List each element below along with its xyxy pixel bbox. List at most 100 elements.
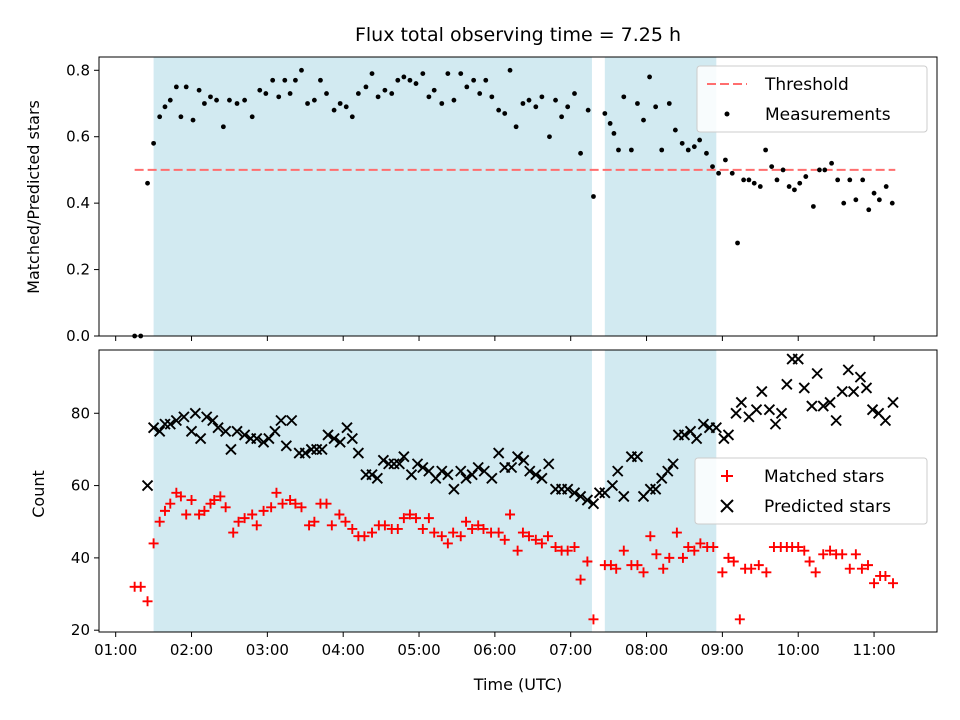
measurements-point bbox=[305, 101, 310, 106]
matched-stars-point bbox=[154, 516, 165, 527]
predicted-stars-point bbox=[147, 422, 160, 434]
predicted-stars-point bbox=[411, 458, 424, 470]
predicted-stars-point bbox=[275, 414, 287, 427]
measurements-point bbox=[860, 177, 866, 183]
xtick-label: 09:00 bbox=[701, 641, 744, 659]
matched-stars-point bbox=[611, 563, 622, 574]
measurements-point bbox=[659, 147, 665, 153]
measurements-point bbox=[382, 87, 388, 93]
measurements-point bbox=[276, 94, 282, 100]
predicted-stars-point bbox=[257, 436, 270, 448]
predicted-stars-point bbox=[417, 461, 429, 474]
measurements-point bbox=[647, 74, 652, 80]
measurements-point bbox=[489, 94, 495, 100]
predicted-stars-point bbox=[219, 425, 232, 438]
predicted-stars-point bbox=[194, 432, 207, 445]
predicted-stars-point bbox=[756, 385, 768, 398]
predicted-stars-point bbox=[618, 490, 630, 503]
predicted-stars-point bbox=[492, 447, 505, 459]
matched-stars-point bbox=[404, 509, 415, 520]
measurements-point bbox=[282, 77, 288, 83]
predicted-stars-point bbox=[285, 414, 298, 427]
ratio-ytick-label: 0.6 bbox=[66, 128, 90, 146]
measurements-point bbox=[445, 71, 451, 77]
matched-stars-point bbox=[448, 527, 459, 538]
counts-ytick-label: 20 bbox=[71, 621, 90, 639]
predicted-stars-point bbox=[505, 461, 518, 474]
ratio-observing-interval-1 bbox=[153, 57, 592, 336]
counts-legend: Matched stars Predicted stars bbox=[694, 457, 928, 525]
matched-stars-point bbox=[309, 516, 320, 527]
measurements-point bbox=[810, 204, 816, 209]
matched-stars-point bbox=[536, 538, 547, 549]
matched-stars-point bbox=[728, 556, 739, 567]
matched-stars-point bbox=[247, 509, 258, 520]
predicted-stars-point bbox=[405, 469, 418, 481]
measurements-point bbox=[666, 101, 672, 106]
measurements-point bbox=[173, 84, 179, 90]
matched-stars-point bbox=[277, 498, 288, 509]
predicted-stars-point bbox=[170, 414, 183, 427]
matched-stars-point bbox=[392, 523, 403, 534]
counts-observing-interval-1 bbox=[153, 350, 592, 632]
matched-stars-point bbox=[379, 520, 390, 531]
predicted-stars-point bbox=[631, 450, 644, 463]
measurements-point bbox=[780, 167, 786, 173]
measurements-point bbox=[208, 94, 213, 100]
measurements-point bbox=[533, 104, 539, 110]
measurements-point bbox=[331, 107, 337, 113]
matched-stars-point bbox=[410, 513, 421, 524]
predicted-stars-point bbox=[798, 382, 810, 394]
measurements-point bbox=[234, 101, 240, 106]
matched-stars-point bbox=[423, 513, 434, 524]
measurements-point bbox=[786, 184, 792, 189]
matched-stars-point bbox=[850, 549, 861, 560]
measurements-point bbox=[477, 91, 483, 96]
matched-stars-point bbox=[258, 505, 269, 516]
ratio-ytick-label: 0.8 bbox=[66, 61, 90, 79]
measurements-point bbox=[496, 107, 502, 113]
predicted-stars-point bbox=[366, 469, 378, 481]
measurements-point bbox=[287, 91, 293, 96]
measurements-point bbox=[190, 117, 196, 123]
ratio-legend: Threshold Measurements bbox=[696, 65, 928, 133]
measurements-point bbox=[413, 81, 419, 86]
matched-stars-point bbox=[869, 578, 880, 589]
predicted-stars-point bbox=[164, 418, 176, 430]
measurements-point bbox=[797, 180, 803, 186]
matched-stars-point bbox=[159, 505, 170, 516]
measurements-point bbox=[578, 150, 583, 156]
measurements-point bbox=[464, 84, 470, 90]
predicted-stars-point bbox=[141, 479, 154, 492]
measurements-point bbox=[697, 137, 703, 143]
measurements-point bbox=[704, 150, 709, 156]
matched-stars-point bbox=[542, 531, 553, 542]
matched-stars-point bbox=[347, 523, 358, 534]
measurements-point bbox=[343, 104, 349, 110]
matched-stars-point bbox=[793, 542, 804, 553]
predicted-stars-point bbox=[305, 443, 318, 456]
predicted-stars-point bbox=[352, 447, 365, 459]
chart-title: Flux total observing time = 7.25 h bbox=[355, 24, 681, 46]
predicted-stars-point bbox=[678, 429, 691, 441]
xtick-label: 07:00 bbox=[549, 641, 592, 659]
predicted-stars-point bbox=[201, 411, 213, 423]
matched-stars-point bbox=[417, 523, 428, 534]
measurements-point bbox=[653, 104, 659, 110]
matched-stars-point bbox=[266, 502, 277, 513]
measurements-point bbox=[803, 174, 809, 179]
predicted-stars-point bbox=[455, 465, 467, 477]
measurements-point bbox=[157, 114, 163, 120]
matched-stars-point bbox=[856, 563, 867, 574]
measurements-point bbox=[458, 71, 464, 77]
predicted-stars-point bbox=[269, 425, 281, 438]
matched-stars-point bbox=[723, 552, 734, 563]
measurements-point bbox=[426, 94, 432, 100]
matched-stars-point bbox=[326, 520, 337, 531]
measurements-point bbox=[672, 127, 678, 133]
matched-stars-point bbox=[512, 545, 523, 556]
predicted-stars-point bbox=[536, 472, 548, 485]
counts-panel: 20 40 60 80 01:00 02:00 03:00 04:00 05:00 06:00 0… bbox=[29, 349, 938, 694]
measurements-point bbox=[263, 91, 269, 96]
